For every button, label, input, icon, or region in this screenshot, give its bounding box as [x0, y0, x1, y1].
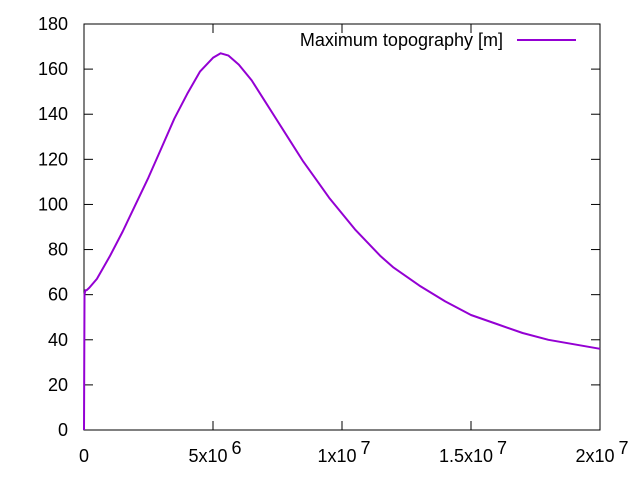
x-tick-label: 1.5x10 7 — [439, 438, 507, 466]
y-tick-label: 160 — [38, 59, 68, 79]
x-tick-mantissa: 0 — [79, 446, 89, 466]
x-tick-mantissa: 2x10 — [575, 446, 614, 466]
y-tick-label: 100 — [38, 194, 68, 214]
x-tick-label: 5x10 6 — [188, 438, 241, 466]
x-tick-exponent: 6 — [232, 438, 242, 458]
x-tick-label: 0 — [79, 446, 89, 466]
y-tick-label: 20 — [48, 375, 68, 395]
legend-label: Maximum topography [m] — [300, 30, 503, 50]
x-tick-label: 2x10 7 — [575, 438, 628, 466]
x-tick-mantissa: 5x10 — [188, 446, 227, 466]
y-tick-label: 80 — [48, 240, 68, 260]
y-tick-label: 40 — [48, 330, 68, 350]
plot-frame — [83, 23, 601, 431]
y-tick-label: 120 — [38, 149, 68, 169]
x-tick-label: 1x10 7 — [317, 438, 370, 466]
series-layer — [83, 52, 601, 431]
x-tick-mantissa: 1.5x10 — [439, 446, 493, 466]
y-axis-ticks: 0 20 40 60 80 100 120 140 160 180 — [38, 14, 600, 440]
y-tick-label: 140 — [38, 104, 68, 124]
x-axis-ticks: 0 5x10 6 1x10 7 1.5x10 7 2x10 7 — [79, 24, 629, 466]
x-tick-mantissa: 1x10 — [317, 446, 356, 466]
y-tick-label: 60 — [48, 285, 68, 305]
x-tick-exponent: 7 — [497, 438, 507, 458]
x-tick-exponent: 7 — [361, 438, 371, 458]
y-tick-label: 0 — [58, 420, 68, 440]
legend: Maximum topography [m] — [300, 30, 576, 50]
x-tick-exponent: 7 — [619, 438, 629, 458]
series-line — [83, 52, 601, 431]
y-tick-label: 180 — [38, 14, 68, 34]
